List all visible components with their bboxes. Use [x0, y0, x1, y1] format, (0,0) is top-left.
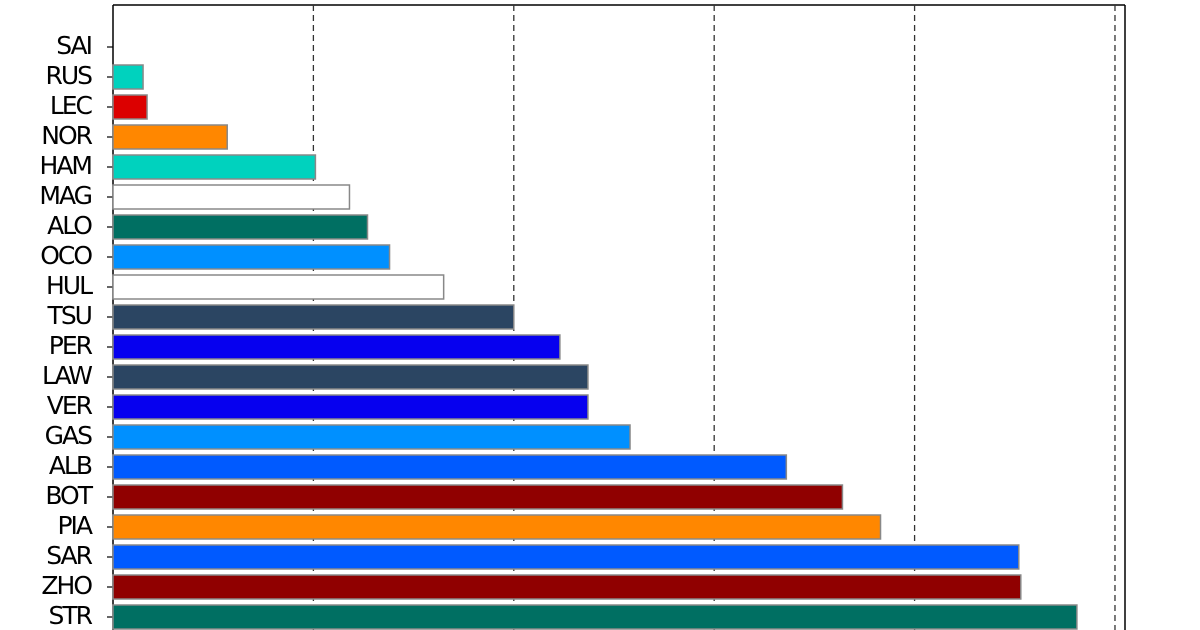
y-tick-label: RUS: [45, 61, 92, 90]
bar: [112, 214, 369, 240]
y-tick-label: GAS: [45, 421, 92, 450]
bar: [112, 274, 445, 300]
bar: [112, 424, 631, 450]
bar: [112, 484, 844, 510]
y-tick-label: NOR: [41, 121, 92, 150]
y-tick-label: ALB: [49, 451, 92, 480]
y-tick-label: ALO: [47, 211, 92, 240]
bar: [112, 454, 788, 480]
y-tick-label: OCO: [40, 241, 92, 270]
bar: [112, 544, 1020, 570]
y-tick-label: SAR: [46, 541, 92, 570]
bar: [112, 244, 391, 270]
y-tick-label: PER: [49, 331, 93, 360]
bar: [112, 304, 515, 330]
bar: [112, 124, 228, 150]
y-tick-label: MAG: [39, 181, 91, 210]
bar: [112, 64, 144, 90]
y-tick-label: BOT: [45, 481, 93, 510]
bar: [112, 514, 882, 540]
bar: [112, 154, 317, 180]
bar: [112, 394, 589, 420]
bar: [112, 574, 1022, 600]
bar: [112, 94, 148, 120]
y-tick-label: SAI: [56, 31, 91, 60]
bar: [112, 334, 561, 360]
y-tick-label: STR: [48, 601, 92, 630]
y-tick-label: HUL: [46, 271, 93, 300]
y-tick-label: HAM: [40, 151, 92, 180]
y-tick-label: LEC: [50, 91, 93, 120]
y-tick-label: TSU: [47, 301, 92, 330]
y-tick-label: LAW: [42, 361, 92, 390]
bar: [112, 364, 589, 390]
y-tick-label: VER: [47, 391, 93, 420]
y-tick-label: PIA: [57, 511, 92, 540]
bar: [112, 604, 1078, 630]
bar: [112, 184, 351, 210]
y-tick-label: ZHO: [41, 571, 92, 600]
